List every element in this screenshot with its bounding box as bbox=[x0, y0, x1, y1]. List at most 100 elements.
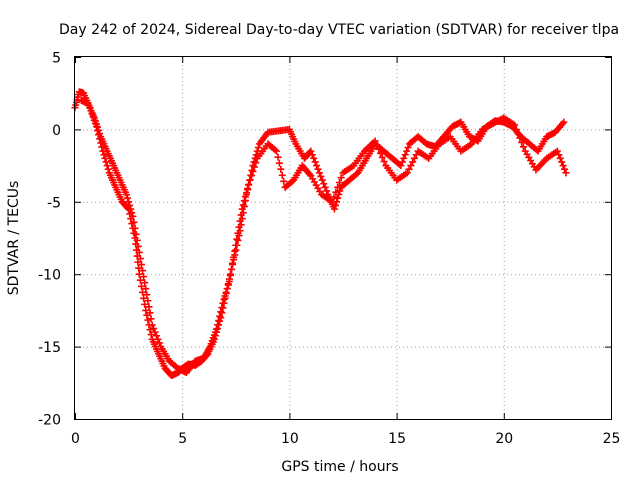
y-tick-label: -5 bbox=[47, 195, 61, 211]
data-point bbox=[243, 189, 251, 197]
data-point bbox=[223, 285, 231, 293]
data-point bbox=[514, 130, 522, 138]
data-point bbox=[148, 321, 156, 329]
data-point bbox=[318, 176, 326, 184]
data-point bbox=[146, 309, 154, 317]
data-point bbox=[271, 146, 279, 154]
data-point bbox=[398, 158, 406, 166]
data-point bbox=[147, 331, 155, 339]
series-0 bbox=[71, 88, 568, 380]
data-point bbox=[104, 165, 112, 173]
data-point bbox=[144, 297, 152, 305]
data-point bbox=[337, 174, 345, 182]
data-point bbox=[412, 151, 420, 159]
y-tick-label: 0 bbox=[52, 123, 61, 139]
data-point bbox=[137, 282, 145, 290]
data-point bbox=[241, 193, 249, 201]
data-point bbox=[320, 180, 328, 188]
data-point bbox=[150, 325, 158, 332]
data-point bbox=[275, 159, 283, 167]
data-point bbox=[139, 288, 147, 296]
data-point bbox=[556, 154, 564, 162]
data-point bbox=[330, 205, 338, 213]
plot-frame bbox=[74, 56, 612, 420]
data-point bbox=[378, 153, 386, 161]
data-point bbox=[252, 159, 260, 167]
data-point bbox=[134, 258, 142, 266]
data-point bbox=[278, 171, 286, 179]
data-point bbox=[128, 209, 136, 217]
data-point bbox=[353, 170, 361, 178]
data-point bbox=[94, 123, 102, 131]
data-point bbox=[215, 317, 223, 325]
data-point bbox=[404, 144, 412, 151]
data-point bbox=[380, 157, 388, 165]
data-point bbox=[226, 271, 234, 279]
data-point bbox=[410, 154, 418, 162]
data-point bbox=[152, 332, 160, 340]
data-point bbox=[244, 185, 252, 193]
data-point bbox=[143, 291, 151, 299]
data-point bbox=[100, 151, 108, 159]
data-point bbox=[330, 193, 338, 201]
data-point bbox=[511, 121, 519, 129]
data-point bbox=[234, 229, 242, 237]
data-point bbox=[141, 279, 149, 287]
data-point bbox=[335, 178, 343, 186]
data-point bbox=[137, 261, 145, 269]
data-point bbox=[371, 137, 379, 145]
data-point bbox=[140, 294, 148, 302]
data-point bbox=[328, 198, 336, 206]
data-point bbox=[250, 163, 258, 171]
data-point bbox=[375, 145, 383, 153]
data-point bbox=[129, 212, 137, 220]
data-point bbox=[214, 321, 222, 329]
data-point bbox=[405, 165, 413, 173]
data-point bbox=[135, 270, 143, 278]
data-point bbox=[134, 242, 142, 250]
axis-ticks: 0 5 10 15 20 25 5 0 -5 -10 -15 -20 bbox=[38, 51, 620, 448]
data-point bbox=[560, 118, 568, 126]
data-point bbox=[220, 296, 228, 304]
data-point bbox=[245, 180, 253, 188]
data-point bbox=[213, 325, 221, 333]
data-point bbox=[224, 281, 232, 289]
data-point bbox=[135, 264, 143, 272]
x-tick-label: 0 bbox=[71, 431, 80, 447]
data-points bbox=[71, 88, 570, 380]
data-point bbox=[407, 162, 415, 170]
data-point bbox=[231, 247, 239, 255]
data-point bbox=[154, 335, 162, 343]
data-point bbox=[95, 126, 103, 134]
data-point bbox=[92, 120, 100, 128]
data-point bbox=[235, 223, 243, 231]
y-tick-label: -10 bbox=[38, 268, 61, 284]
data-point bbox=[334, 194, 342, 202]
data-point bbox=[125, 198, 133, 206]
data-point bbox=[315, 169, 323, 177]
data-point bbox=[400, 154, 408, 162]
data-point bbox=[90, 114, 98, 122]
data-point bbox=[336, 187, 344, 195]
data-point bbox=[311, 158, 319, 166]
data-point bbox=[96, 130, 104, 138]
y-axis-label: SDTVAR / TECUs bbox=[6, 181, 22, 296]
data-point bbox=[225, 277, 233, 285]
y-tick-label: 5 bbox=[52, 51, 61, 67]
data-point bbox=[124, 194, 132, 202]
data-point bbox=[553, 147, 561, 155]
data-point bbox=[401, 151, 409, 159]
data-point bbox=[274, 153, 282, 161]
data-point bbox=[221, 292, 229, 300]
data-point bbox=[314, 165, 322, 173]
data-point bbox=[321, 183, 329, 191]
data-point bbox=[146, 326, 154, 334]
series-1 bbox=[77, 96, 570, 377]
x-tick-label: 25 bbox=[603, 431, 621, 447]
data-point bbox=[127, 205, 135, 213]
data-point bbox=[103, 162, 111, 170]
data-point bbox=[562, 169, 570, 177]
data-point bbox=[397, 162, 405, 170]
x-tick-label: 20 bbox=[495, 431, 513, 447]
data-point bbox=[222, 288, 230, 296]
